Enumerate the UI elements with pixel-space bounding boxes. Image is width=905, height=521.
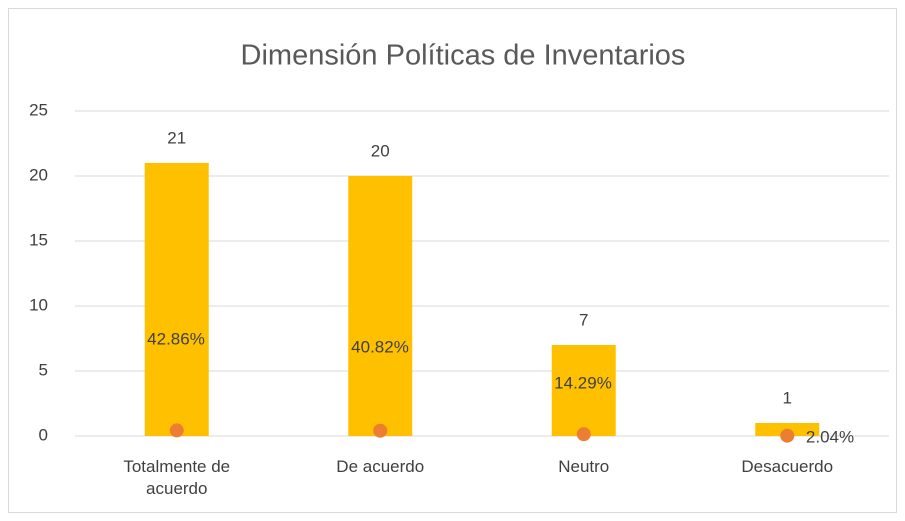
point (576, 427, 591, 442)
chart-border (8, 8, 897, 513)
point-value-label: 40.82% (351, 337, 409, 356)
x-tick-label: Neutro (558, 457, 610, 476)
point-value-label: 42.86% (147, 329, 205, 348)
bar (348, 176, 413, 436)
y-tick-label: 5 (39, 360, 48, 379)
point (169, 423, 184, 438)
bar-value-label: 20 (371, 141, 390, 160)
bar (551, 345, 616, 436)
bar (144, 163, 209, 436)
point (780, 428, 795, 443)
point (373, 423, 388, 438)
y-tick-label: 0 (39, 425, 48, 444)
x-tick-label: Totalmente de acuerdo (123, 457, 231, 498)
bar-value-label: 7 (579, 310, 588, 329)
y-tick-label: 25 (29, 100, 48, 119)
y-tick-label: 10 (29, 295, 48, 314)
x-tick-label: De acuerdo (336, 457, 425, 476)
x-tick-label: Desacuerdo (741, 457, 834, 476)
bar-value-label: 1 (783, 388, 792, 407)
bar-value-label: 21 (167, 128, 186, 147)
point-value-label: 2.04% (806, 427, 854, 446)
point-value-label: 14.29% (554, 373, 612, 392)
y-tick-label: 15 (29, 230, 48, 249)
y-tick-label: 20 (29, 165, 48, 184)
chart-title: Dimensión Políticas de Inventarios (241, 40, 686, 72)
